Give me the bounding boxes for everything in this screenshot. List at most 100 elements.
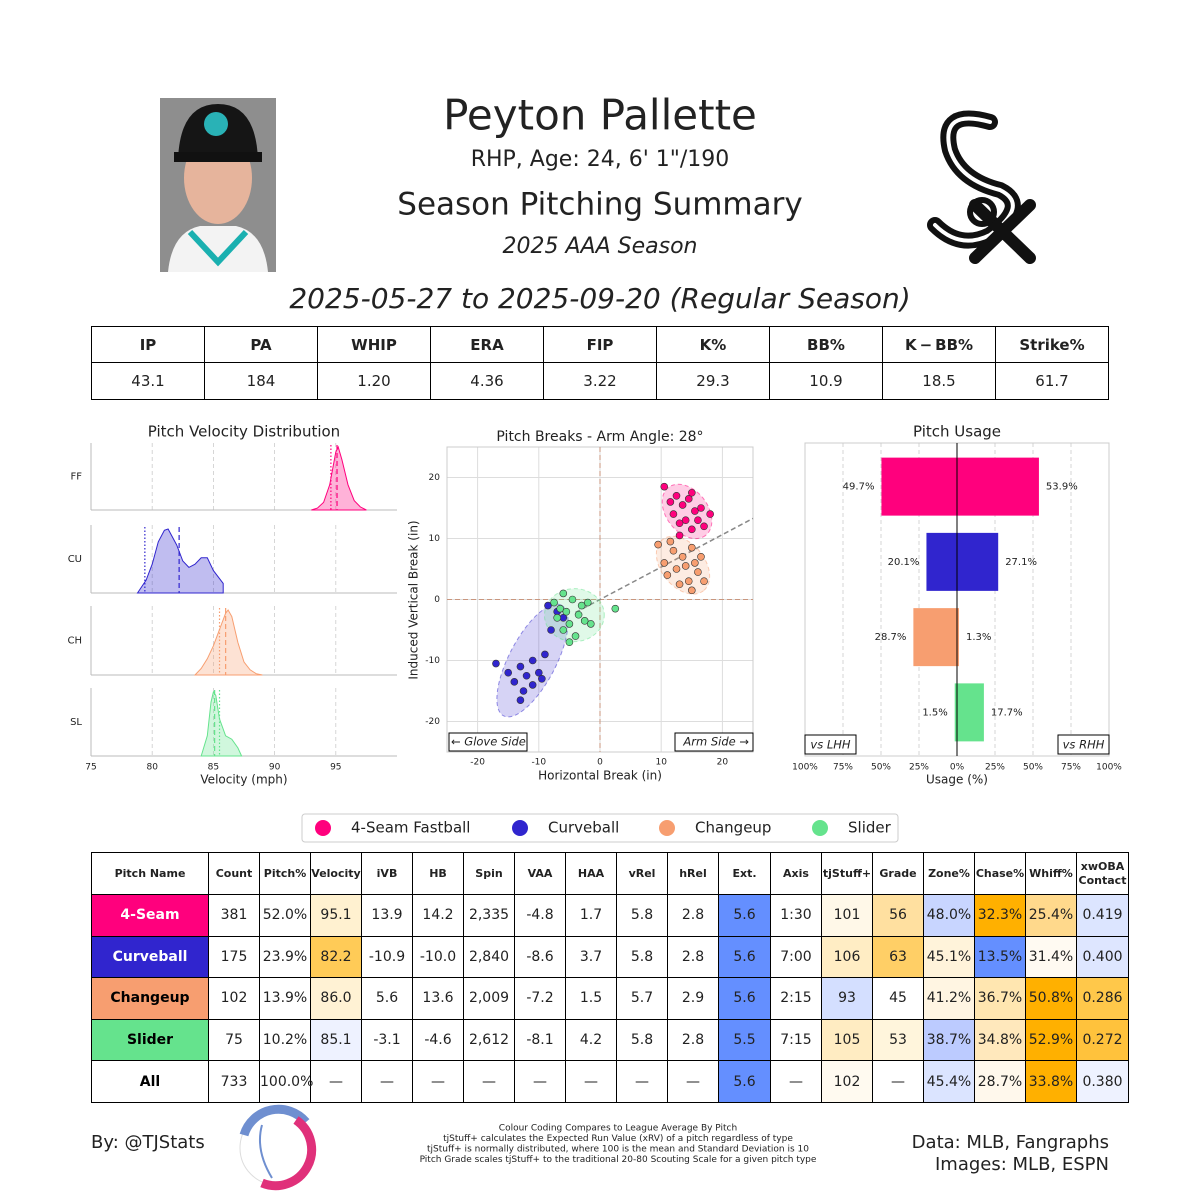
summary-value: 10.9 xyxy=(769,362,883,400)
cell: 14.2 xyxy=(412,894,464,937)
pitch-point xyxy=(700,522,708,531)
pitch-point xyxy=(681,562,690,570)
pitch-point xyxy=(580,617,589,625)
cell: 13.9% xyxy=(259,977,311,1020)
cell: — xyxy=(872,1060,924,1103)
pitch-point xyxy=(559,589,568,598)
cell: 2,840 xyxy=(463,935,515,979)
column-header: Pitch Name xyxy=(91,852,209,895)
pitch-point xyxy=(694,516,702,525)
cell: 23.9% xyxy=(259,935,311,979)
pitch-point xyxy=(583,598,592,607)
side-label: vs LHH xyxy=(810,738,851,752)
column-header: xwOBA Contact xyxy=(1076,852,1129,895)
pitch-point xyxy=(669,510,678,518)
pitch-point xyxy=(663,571,672,579)
cell: 175 xyxy=(208,935,260,979)
footnote: Pitch Grade scales tjStuff+ to the tradi… xyxy=(420,1155,817,1165)
cell: 2:15 xyxy=(770,977,822,1020)
summary-table: IP PA WHIP ERA FIP K% BB% K − BB% Strike% 43.1 184… xyxy=(91,326,1109,400)
pitch-point xyxy=(684,577,693,586)
pitch-point xyxy=(697,552,705,561)
cell: 52.9% xyxy=(1025,1018,1077,1062)
column-header: Axis xyxy=(770,852,822,895)
footnote: tjStuff+ is normally distributed, where … xyxy=(427,1145,809,1155)
date-range: 2025-05-27 to 2025-09-20 (Regular Season… xyxy=(289,282,910,315)
panel-label: FF xyxy=(70,472,82,483)
x-tick-label: -20 xyxy=(470,758,485,768)
column-header: Zone% xyxy=(923,852,975,895)
pitch-point xyxy=(687,488,696,497)
pitch-row: Curveball 175 23.9% 82.2 -10.9 -10.0 2,840 -8.6… xyxy=(91,935,1129,979)
cell: 36.7% xyxy=(974,977,1026,1020)
cell: — xyxy=(361,1060,413,1103)
pitch-point xyxy=(611,604,620,613)
cell: 0.400 xyxy=(1076,935,1129,979)
cell: — xyxy=(667,1060,719,1103)
column-header: Count xyxy=(208,852,260,895)
x-axis-label: Velocity (mph) xyxy=(200,773,287,787)
panel-label: CU xyxy=(68,554,82,565)
pitch-point xyxy=(660,482,669,491)
cell: — xyxy=(412,1060,464,1103)
x-axis-label: Horizontal Break (in) xyxy=(538,769,662,783)
cell: 2.9 xyxy=(667,977,719,1020)
x-tick-label: 50% xyxy=(871,763,891,773)
annotation: ← Glove Side xyxy=(451,735,526,749)
legend-label: 4-Seam Fastball xyxy=(351,819,470,837)
cell: 2,009 xyxy=(463,977,515,1020)
pitch-row: Slider 75 10.2% 85.1 -3.1 -4.6 2,612 -8.1 4.2 5.8… xyxy=(91,1018,1129,1062)
cell: 75 xyxy=(208,1018,260,1062)
value-label: 28.7% xyxy=(875,632,907,643)
pitch-point xyxy=(522,671,531,680)
cell: 2.8 xyxy=(667,1018,719,1062)
pitch-point xyxy=(678,552,687,561)
cell: 56 xyxy=(872,894,924,937)
column-header: tjStuff+ xyxy=(821,852,873,895)
cell: 5.8 xyxy=(616,935,668,979)
cell: 2.8 xyxy=(667,894,719,937)
value-label: 27.1% xyxy=(1005,557,1037,568)
cell: 1:30 xyxy=(770,894,822,937)
cell: — xyxy=(565,1060,617,1103)
legend-label: Curveball xyxy=(548,819,619,837)
column-header: vRel xyxy=(616,852,668,895)
cell: 5.5 xyxy=(718,1018,771,1062)
pitch-point xyxy=(565,620,574,628)
cell: 32.3% xyxy=(974,894,1026,937)
cell: 0.272 xyxy=(1076,1018,1129,1062)
column-header: Chase% xyxy=(974,852,1026,895)
cell: 0.380 xyxy=(1076,1060,1129,1103)
column-header: HB xyxy=(412,852,464,895)
x-tick-label: 0% xyxy=(950,763,965,773)
cell: 1.7 xyxy=(565,894,617,937)
pitch-point xyxy=(550,598,558,607)
cell: 31.4% xyxy=(1025,935,1077,979)
cell: 5.8 xyxy=(616,894,668,937)
cell: -4.8 xyxy=(514,894,566,937)
summary-value: 29.3 xyxy=(656,362,770,400)
pitch-point xyxy=(544,601,552,610)
x-tick-label: 100% xyxy=(792,763,818,773)
pitch-point xyxy=(684,495,693,503)
cell: 1.5 xyxy=(565,977,617,1020)
cell: 102 xyxy=(821,1060,873,1103)
x-tick-label: 20 xyxy=(717,758,729,768)
pitch-point xyxy=(510,678,519,686)
cell: 102 xyxy=(208,977,260,1020)
pitch-point xyxy=(516,662,525,671)
pitch-point xyxy=(519,687,528,695)
cell: 0.286 xyxy=(1076,977,1129,1020)
annotation-box xyxy=(448,732,528,752)
usage-bar xyxy=(954,683,957,742)
pitch-point xyxy=(687,543,696,552)
value-label: 17.7% xyxy=(991,707,1023,718)
pitch-row: All 733 100.0% — — — — — — — —5.6—102—45.4% 28.7% 33… xyxy=(91,1060,1129,1103)
usage-bar xyxy=(957,532,999,591)
y-axis-label: Induced Vertical Break (in) xyxy=(407,520,421,679)
cell: 28.7% xyxy=(974,1060,1026,1103)
pitch-point xyxy=(666,537,675,546)
cell: 106 xyxy=(821,935,873,979)
